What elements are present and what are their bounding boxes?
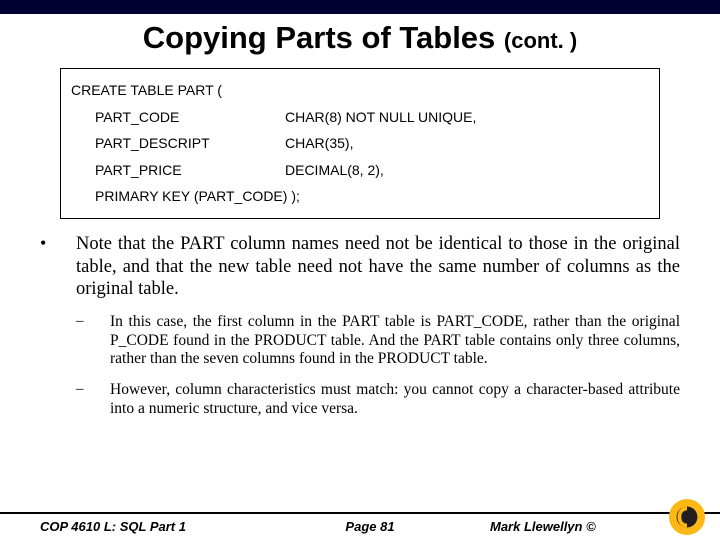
sql-footer: PRIMARY KEY (PART_CODE) ); [95,183,300,210]
footer-divider [0,512,720,514]
sql-row: PART_PRICE DECIMAL(8, 2), [71,157,649,184]
sql-col-type: CHAR(35), [285,130,649,157]
bullet-text: Note that the PART column names need not… [76,233,680,301]
footer: COP 4610 L: SQL Part 1 Page 81 Mark Llew… [0,512,720,540]
title-cont: (cont. ) [504,28,577,53]
slide-title: Copying Parts of Tables (cont. ) [0,20,720,56]
bullet-item: • Note that the PART column names need n… [40,233,680,301]
sql-col-type: CHAR(8) NOT NULL UNIQUE, [285,104,649,131]
sub-bullet-marker: – [76,313,110,370]
sub-bullet-text: In this case, the first column in the PA… [110,313,680,370]
footer-bar: COP 4610 L: SQL Part 1 Page 81 Mark Llew… [0,515,720,540]
footer-course: COP 4610 L: SQL Part 1 [40,519,270,534]
sql-col-name: PART_CODE [95,104,285,131]
body-content: • Note that the PART column names need n… [40,233,680,419]
sql-row: PART_DESCRIPT CHAR(35), [71,130,649,157]
sub-bullet-item: – However, column characteristics must m… [76,381,680,419]
sql-col-type: DECIMAL(8, 2), [285,157,649,184]
sub-bullet-item: – In this case, the first column in the … [76,313,680,370]
top-accent-bar [0,0,720,14]
sql-col-name: PART_PRICE [95,157,285,184]
sub-bullet-marker: – [76,381,110,419]
ucf-logo-icon [668,498,706,536]
sql-header: CREATE TABLE PART ( [71,77,649,104]
footer-page: Page 81 [270,519,470,534]
sql-footer-row: PRIMARY KEY (PART_CODE) ); [71,183,649,210]
sql-col-name: PART_DESCRIPT [95,130,285,157]
sql-row: PART_CODE CHAR(8) NOT NULL UNIQUE, [71,104,649,131]
title-main: Copying Parts of Tables [143,20,504,55]
sub-bullet-text: However, column characteristics must mat… [110,381,680,419]
sql-code-box: CREATE TABLE PART ( PART_CODE CHAR(8) NO… [60,68,660,219]
bullet-marker: • [40,233,76,301]
